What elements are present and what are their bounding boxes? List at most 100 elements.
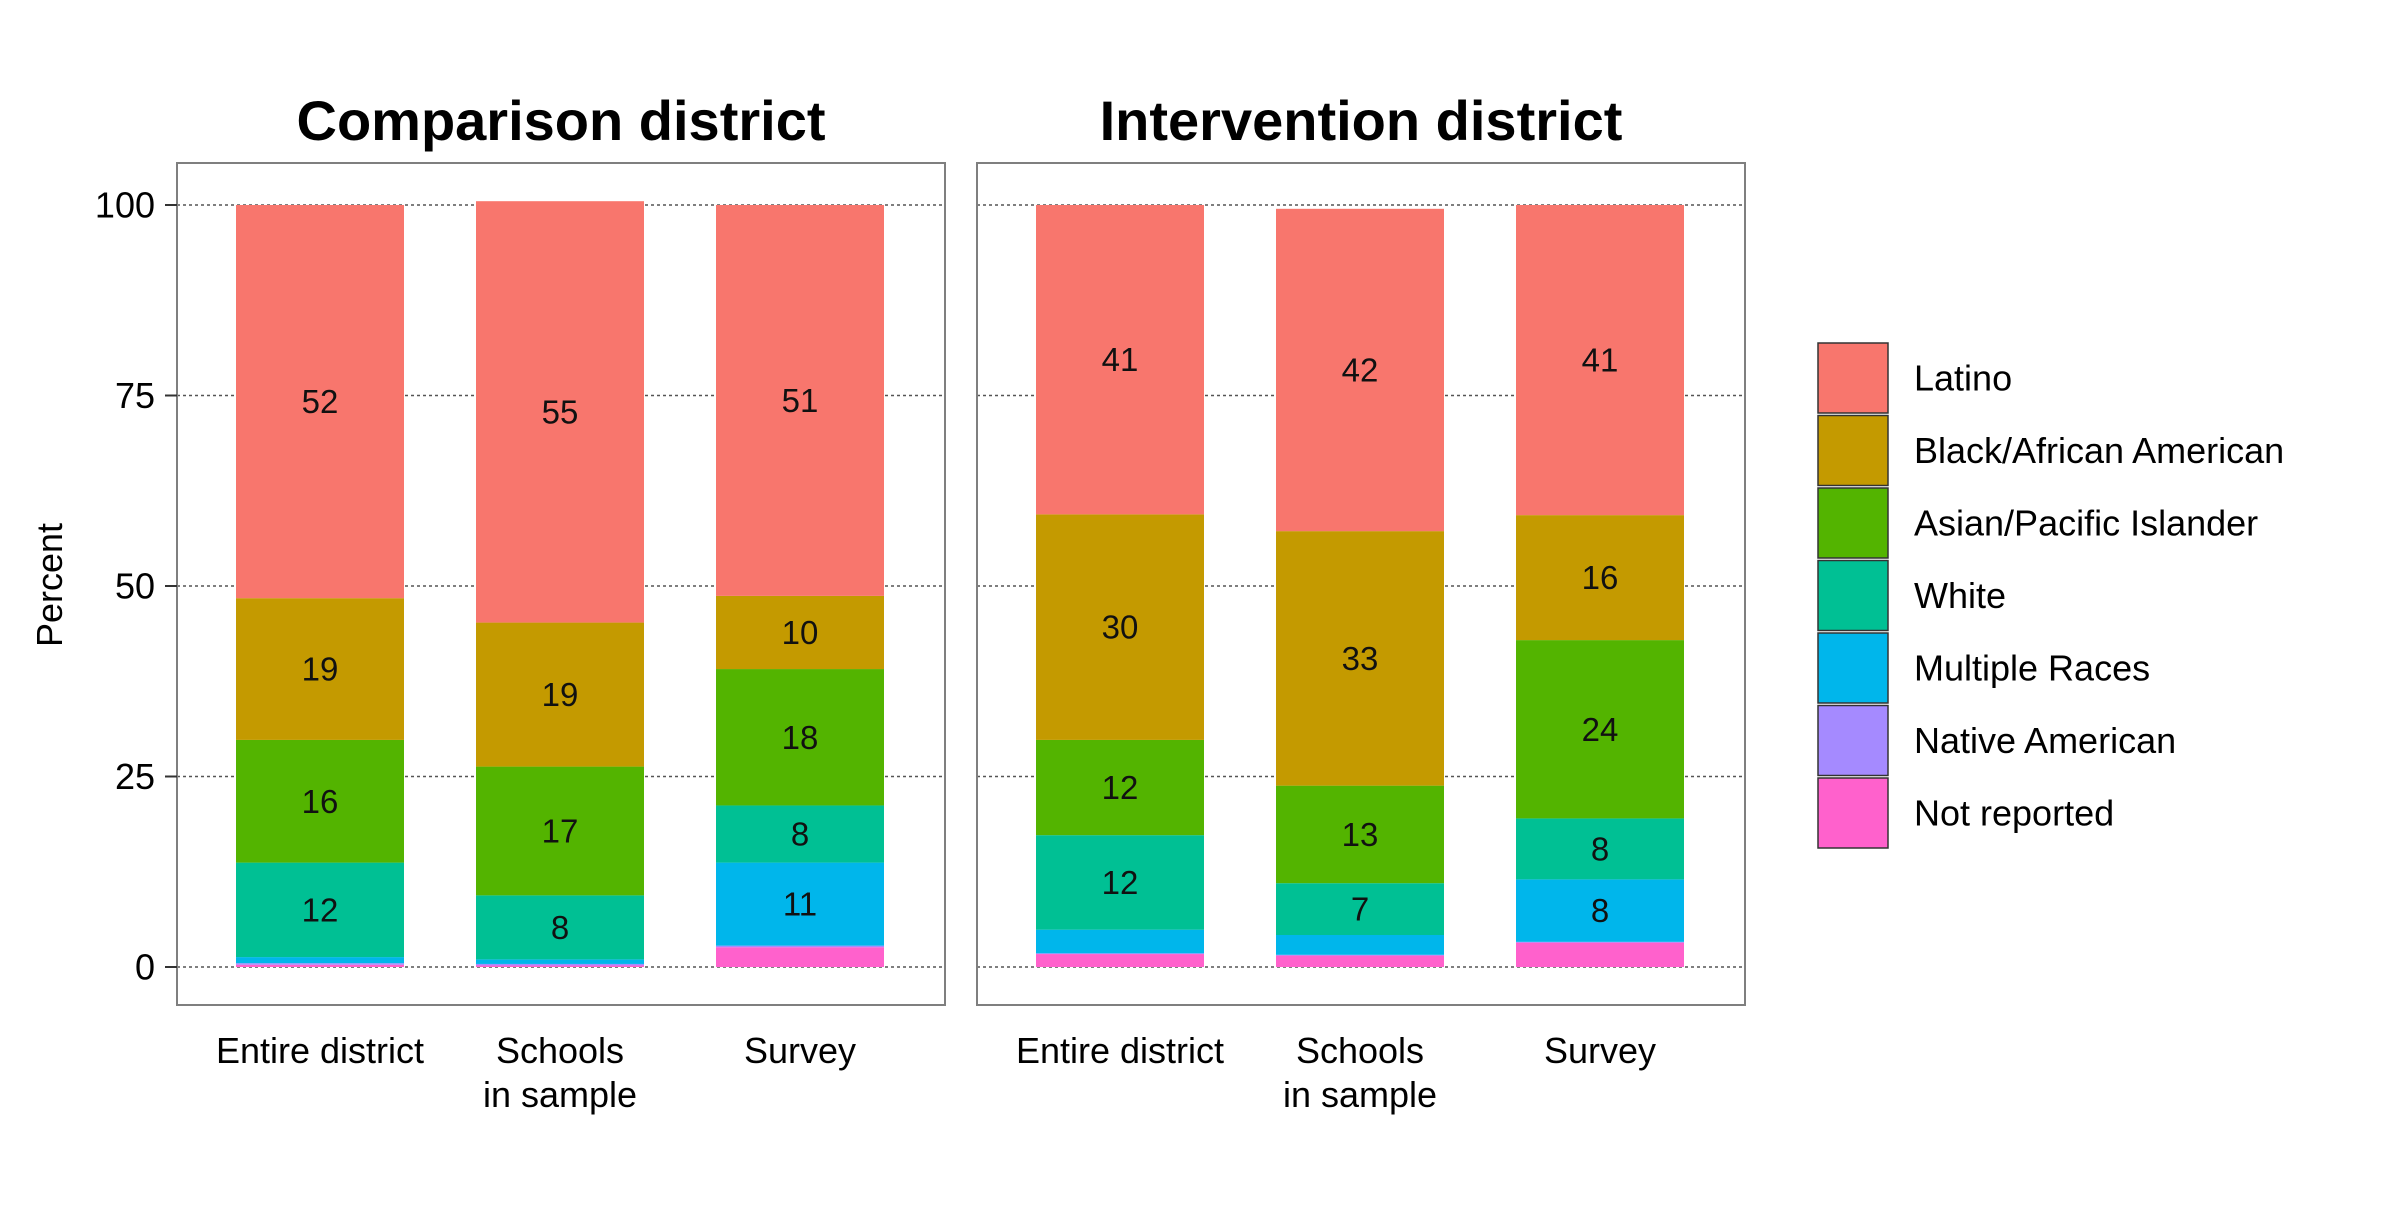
bar-segment-white-p0-b1	[476, 895, 644, 960]
legend-label-latino: Latino	[1914, 358, 2012, 399]
bar-segment-latino-p0-b1	[476, 201, 644, 623]
legend-key-asian-pacific-islander	[1817, 487, 1889, 559]
bar-segment-latino-p1-b2	[1516, 205, 1684, 516]
data-label-latino-p0-b0: 52	[302, 383, 339, 420]
y-tick-label-100: 100	[95, 185, 155, 226]
bar-segment-white-p1-b2	[1516, 818, 1684, 880]
bar-segment-black-african-american-p0-b1	[476, 622, 644, 767]
data-label-white-p1-b1: 7	[1351, 891, 1369, 928]
y-tick-label-0: 0	[135, 947, 155, 988]
legend-label-black-african-american: Black/African American	[1914, 430, 2284, 471]
bar-segment-multiple-races-p0-b1	[476, 959, 644, 964]
bar-segment-black-african-american-p0-b2	[716, 595, 884, 670]
bar-segment-multiple-races-p1-b2	[1516, 879, 1684, 942]
legend-key-white	[1817, 559, 1889, 632]
bar-segment-multiple-races-p0-b2	[716, 862, 884, 946]
x-tick-label-p0-b2: Survey	[744, 1030, 856, 1071]
bar-segment-not-reported-p0-b1	[476, 965, 644, 967]
panel-title-0: Comparison district	[297, 89, 826, 152]
bar-segment-latino-p0-b0	[236, 205, 404, 599]
data-label-latino-p0-b1: 55	[542, 393, 579, 430]
bar-segment-asian-pacific-islander-p0-b0	[236, 739, 404, 863]
x-tick-label-p0-b1: Schools in sample	[483, 1030, 637, 1115]
x-tick-label-p1-b1: Schools in sample	[1283, 1030, 1437, 1115]
bar-segment-asian-pacific-islander-p1-b0	[1036, 739, 1204, 836]
bar-segment-black-african-american-p1-b1	[1276, 531, 1444, 786]
bar-segment-white-p1-b1	[1276, 883, 1444, 935]
legend-key-latino	[1817, 342, 1889, 414]
panel-title-1: Intervention district	[1100, 89, 1623, 152]
legend-label-white: White	[1914, 575, 2006, 616]
bar-segment-not-reported-p1-b1	[1276, 955, 1444, 967]
bar-segment-latino-p0-b2	[716, 205, 884, 596]
data-label-asian-pacific-islander-p1-b0: 12	[1102, 769, 1139, 806]
y-tick-label-50: 50	[115, 566, 155, 607]
bar-segment-asian-pacific-islander-p0-b1	[476, 766, 644, 896]
bar-segment-not-reported-p0-b2	[716, 947, 884, 967]
data-label-multiple-races-p0-b2: 11	[783, 886, 817, 923]
data-label-black-african-american-p1-b2: 16	[1582, 559, 1619, 596]
bar-segment-asian-pacific-islander-p0-b2	[716, 669, 884, 806]
bar-segment-white-p0-b0	[236, 862, 404, 958]
data-label-latino-p1-b0: 41	[1102, 341, 1139, 378]
bar-segment-multiple-races-p1-b1	[1276, 934, 1444, 955]
data-label-white-p0-b0: 12	[302, 891, 339, 928]
data-label-asian-pacific-islander-p0-b0: 16	[302, 783, 339, 820]
data-label-latino-p1-b2: 41	[1582, 342, 1619, 379]
bar-segment-native-american-p1-b2	[1516, 941, 1684, 943]
bar-segment-asian-pacific-islander-p1-b1	[1276, 785, 1444, 884]
bar-segment-latino-p1-b0	[1036, 205, 1204, 515]
bar-segment-native-american-p1-b0	[1036, 953, 1204, 955]
bar-segment-native-american-p0-b0	[236, 963, 404, 965]
legend-key-black-african-american	[1817, 414, 1889, 487]
legend-key-native-american	[1817, 704, 1889, 777]
legend-label-native-american: Native American	[1914, 720, 2176, 761]
legend-key-not-reported	[1817, 777, 1889, 849]
data-label-white-p1-b0: 12	[1102, 864, 1139, 901]
panel-border-1	[976, 162, 1746, 1006]
legend-label-not-reported: Not reported	[1914, 793, 2114, 834]
data-label-black-african-american-p1-b0: 30	[1102, 609, 1139, 646]
bar-segment-native-american-p1-b1	[1276, 954, 1444, 956]
legend-label-asian-pacific-islander: Asian/Pacific Islander	[1914, 503, 2258, 544]
legend-label-multiple-races: Multiple Races	[1914, 648, 2150, 689]
y-axis-title: Percent	[29, 523, 70, 647]
bar-segment-not-reported-p0-b0	[236, 964, 404, 967]
x-tick-label-p1-b2: Survey	[1544, 1030, 1656, 1071]
bar-segment-multiple-races-p1-b0	[1036, 929, 1204, 954]
bar-segment-black-african-american-p0-b0	[236, 598, 404, 740]
bar-segment-white-p0-b2	[716, 805, 884, 863]
bar-segment-native-american-p0-b2	[716, 945, 884, 948]
bar-segment-latino-p1-b1	[1276, 208, 1444, 532]
bar-segment-black-african-american-p1-b2	[1516, 515, 1684, 641]
data-label-asian-pacific-islander-p0-b2: 18	[782, 719, 819, 756]
x-tick-label-p1-b0: Entire district	[1016, 1030, 1224, 1071]
data-label-white-p0-b1: 8	[551, 909, 569, 946]
data-label-latino-p0-b2: 51	[782, 382, 819, 419]
data-label-black-african-american-p1-b1: 33	[1342, 640, 1379, 677]
data-label-black-african-american-p0-b0: 19	[302, 651, 339, 688]
bar-segment-multiple-races-p0-b0	[236, 957, 404, 964]
data-label-multiple-races-p1-b2: 8	[1591, 892, 1609, 929]
y-tick-label-75: 75	[115, 375, 155, 416]
x-tick-label-p0-b0: Entire district	[216, 1030, 424, 1071]
bar-segment-not-reported-p1-b2	[1516, 942, 1684, 967]
data-label-white-p1-b2: 8	[1591, 830, 1609, 867]
bar-segment-native-american-p0-b1	[476, 963, 644, 966]
data-label-asian-pacific-islander-p0-b1: 17	[542, 812, 579, 849]
data-label-asian-pacific-islander-p1-b2: 24	[1582, 711, 1619, 748]
data-label-black-african-american-p0-b2: 10	[782, 614, 819, 651]
data-label-black-african-american-p0-b1: 19	[542, 676, 579, 713]
bar-segment-not-reported-p1-b0	[1036, 954, 1204, 967]
data-label-latino-p1-b1: 42	[1342, 351, 1379, 388]
y-tick-label-25: 25	[115, 756, 155, 797]
bar-segment-black-african-american-p1-b0	[1036, 514, 1204, 740]
bar-segment-asian-pacific-islander-p1-b2	[1516, 640, 1684, 819]
data-label-white-p0-b2: 8	[791, 816, 809, 853]
data-label-asian-pacific-islander-p1-b1: 13	[1342, 816, 1379, 853]
bar-segment-white-p1-b0	[1036, 835, 1204, 930]
panel-border-0	[176, 162, 946, 1006]
legend-key-multiple-races	[1817, 632, 1889, 704]
